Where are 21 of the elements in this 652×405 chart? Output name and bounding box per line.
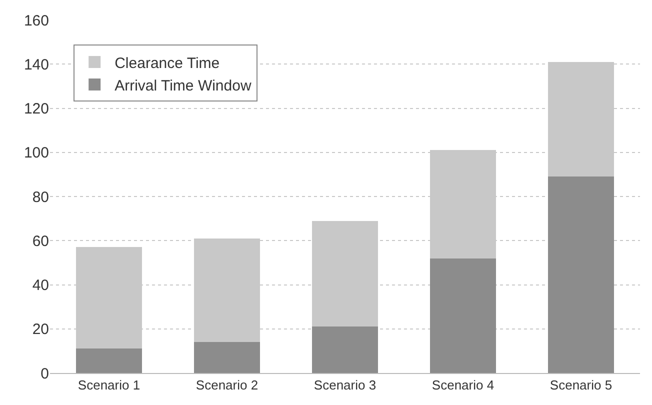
bar <box>430 258 496 373</box>
legend-label: Arrival Time Window <box>114 77 252 94</box>
y-tick-label: 60 <box>32 232 49 250</box>
x-tick-label: Scenario 3 <box>314 378 376 393</box>
bar <box>548 176 614 373</box>
y-tick-label: 140 <box>24 56 49 74</box>
x-tick-label: Scenario 1 <box>78 378 140 393</box>
y-tick-label: 0 <box>40 365 49 382</box>
y-tick-label: 40 <box>32 277 49 294</box>
y-tick-label: 160 <box>24 12 49 30</box>
bar <box>194 342 260 373</box>
bar <box>76 348 142 373</box>
y-tick-label: 120 <box>24 100 49 118</box>
bar <box>312 326 378 373</box>
x-tick-label: Scenario 2 <box>196 378 258 393</box>
y-tick-label: 80 <box>32 188 49 206</box>
y-tick-label: 100 <box>24 144 49 162</box>
x-tick-label: Scenario 4 <box>432 378 494 393</box>
x-tick-label: Scenario 5 <box>550 378 612 393</box>
y-tick-label: 20 <box>32 321 49 338</box>
legend-label: Clearance Time <box>114 54 220 72</box>
